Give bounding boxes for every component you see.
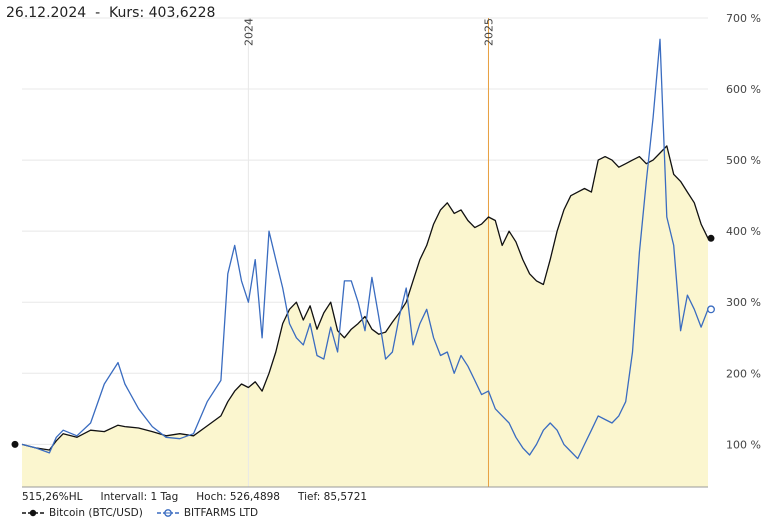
- chart-area-fill: [22, 145, 708, 487]
- chart-header: 26.12.2024 - Kurs: 403,6228: [6, 5, 215, 21]
- start-marker-bitcoin: [11, 440, 19, 448]
- y-axis: 100 % 200 % 300 % 400 % 500 % 600 % 700 %: [726, 12, 761, 451]
- stat-high: Hoch: 526,4898: [196, 491, 280, 503]
- y-tick-label: 100 %: [726, 438, 761, 451]
- y-tick-label: 600 %: [726, 83, 761, 96]
- y-tick-label: 400 %: [726, 225, 761, 238]
- legend-label-bitfarms: BITFARMS LTD: [183, 507, 259, 519]
- header-kurs-value: 403,6228: [148, 5, 216, 21]
- legend-line-bitcoin-icon: [22, 509, 44, 517]
- header-date: 26.12.2024: [6, 5, 87, 21]
- y-tick-label: 300 %: [726, 296, 761, 309]
- header-separator: -: [95, 5, 101, 21]
- chart-stats: 515,26%HL Intervall: 1 Tag Hoch: 526,4898 T…: [22, 491, 385, 503]
- end-marker-bitfarms: [707, 305, 715, 314]
- stat-performance: 515,26%HL: [22, 491, 83, 503]
- chart-end-markers: [11, 234, 715, 448]
- legend-label-bitcoin: Bitcoin (BTC/USD): [49, 507, 143, 519]
- x-axis: 2024 2025: [242, 18, 495, 46]
- stat-interval: Intervall: 1 Tag: [100, 491, 179, 503]
- legend-line-bitfarms-icon: [156, 509, 179, 517]
- legend-item-bitfarms[interactable]: BITFARMS LTD: [156, 507, 259, 519]
- y-tick-label: 500 %: [726, 154, 761, 167]
- chart-vertical-lines: [247, 18, 489, 487]
- x-tick-label: 2025: [482, 18, 495, 46]
- y-tick-label: 700 %: [726, 12, 761, 25]
- series-line-bitfarms: [21, 38, 709, 460]
- legend-item-bitcoin[interactable]: Bitcoin (BTC/USD): [22, 507, 143, 519]
- end-marker-bitcoin: [707, 234, 715, 242]
- area-fill-bitcoin: [22, 145, 708, 487]
- y-tick-label: 200 %: [726, 367, 761, 380]
- series-line-bitcoin: [21, 145, 709, 451]
- stat-low: Tief: 85,5721: [298, 491, 368, 503]
- chart-series: [21, 38, 709, 460]
- x-tick-label: 2024: [242, 18, 255, 46]
- chart-legend: Bitcoin (BTC/USD) BITFARMS LTD: [22, 507, 272, 519]
- header-kurs-label: Kurs:: [109, 5, 145, 21]
